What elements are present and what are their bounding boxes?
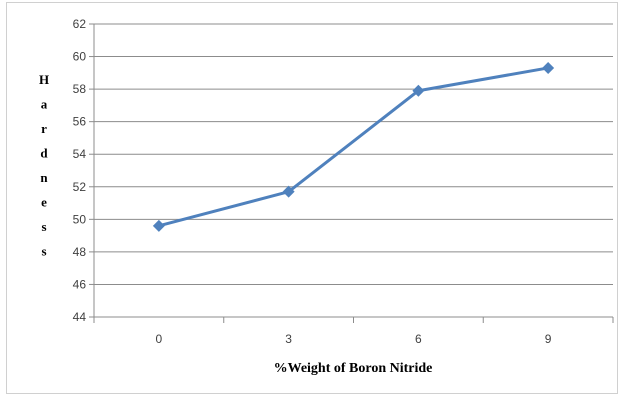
y-axis-label-letter: d	[40, 146, 48, 161]
x-axis-label: %Weight of Boron Nitride	[274, 361, 433, 376]
y-axis-label-letter: s	[41, 244, 46, 259]
data-point-3	[282, 185, 295, 198]
x-tick-label-0: 0	[156, 332, 163, 346]
y-axis-label-letter: H	[39, 72, 49, 87]
x-tick-label-3: 3	[285, 332, 292, 346]
series-line-0	[158, 66, 549, 228]
x-tick-labels: 0 3 6 9	[156, 332, 552, 346]
y-tick-label-50: 50	[73, 212, 87, 226]
y-tick-label-44: 44	[73, 310, 87, 324]
y-tick-label-58: 58	[73, 82, 87, 96]
chart-frame	[6, 2, 618, 394]
data-point-6	[412, 84, 425, 97]
y-tick-label-56: 56	[73, 115, 87, 129]
axes	[93, 24, 614, 323]
y-axis-label-letter: r	[41, 121, 47, 136]
gridlines	[89, 23, 613, 318]
y-tick-label-54: 54	[73, 147, 87, 161]
y-axis-label-letter: n	[40, 170, 48, 185]
data-point-0	[152, 219, 165, 232]
x-tick-label-9: 9	[545, 332, 552, 346]
y-axis-label-letter: e	[41, 195, 47, 210]
y-tick-label-48: 48	[73, 245, 87, 259]
data-point-9	[542, 61, 555, 74]
y-tick-label-62: 62	[73, 17, 87, 31]
x-tick-label-6: 6	[415, 332, 422, 346]
series-hardness	[152, 61, 555, 232]
y-axis-label-letter: s	[41, 219, 46, 234]
y-tick-labels: 44 46 48 50 52 54 56 58 60 62	[73, 17, 87, 324]
y-axis-label-letter: a	[41, 97, 48, 112]
y-tick-label-46: 46	[73, 277, 87, 291]
y-tick-label-52: 52	[73, 180, 87, 194]
y-tick-label-60: 60	[73, 50, 87, 64]
